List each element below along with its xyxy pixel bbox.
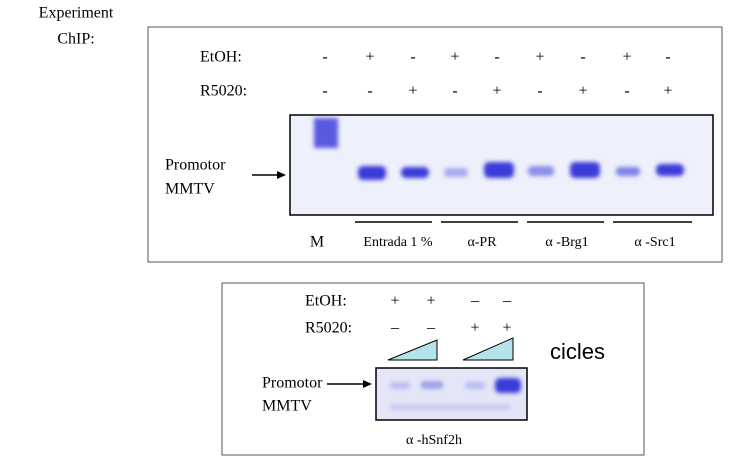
band-label: MMTV [165,181,215,198]
sign: - [322,83,327,100]
cycles-label: cicles [550,339,605,364]
sign: + [578,83,587,100]
sign: + [426,293,435,310]
band-label: MMTV [262,398,312,415]
lane-label: Entrada 1 % [363,235,433,250]
sign: – [502,293,512,310]
lane-label: α -Brg1 [545,235,588,250]
sign: + [390,293,399,310]
header-line: Experiment [39,5,114,22]
antibody-label: α -hSnf2h [406,433,462,448]
lane-label: α -Src1 [634,235,675,250]
gel [376,368,527,420]
sign: – [390,320,400,337]
sign: - [367,83,372,100]
header-line: ChIP: [57,31,94,48]
band-label: Promotor [165,157,226,174]
cycle-wedges [388,338,513,360]
sign: - [624,83,629,100]
sign: - [494,49,499,66]
row-label: EtOH: [200,49,242,66]
sign: – [426,320,436,337]
sign: – [470,293,480,310]
band-label: Promotor [262,375,323,392]
row-label: R5020: [305,320,352,337]
sign: - [452,83,457,100]
sign: + [408,83,417,100]
sign: + [470,320,479,337]
arrow [252,171,286,179]
lane-label: α-PR [467,235,497,250]
sign: + [502,320,511,337]
sign: - [537,83,542,100]
row-label: EtOH: [305,293,347,310]
arrow [327,380,372,388]
sign: - [665,49,670,66]
sign: + [622,49,631,66]
row-label: R5020: [200,83,247,100]
lane-label: M [310,234,324,251]
sign: - [580,49,585,66]
sign: - [410,49,415,66]
sign: + [535,49,544,66]
figure: Experiment ChIP: Promotor MMTV cicles Pr… [0,0,731,464]
sign: - [322,49,327,66]
sign: + [450,49,459,66]
sign: + [663,83,672,100]
sign: + [492,83,501,100]
sign: + [365,49,374,66]
